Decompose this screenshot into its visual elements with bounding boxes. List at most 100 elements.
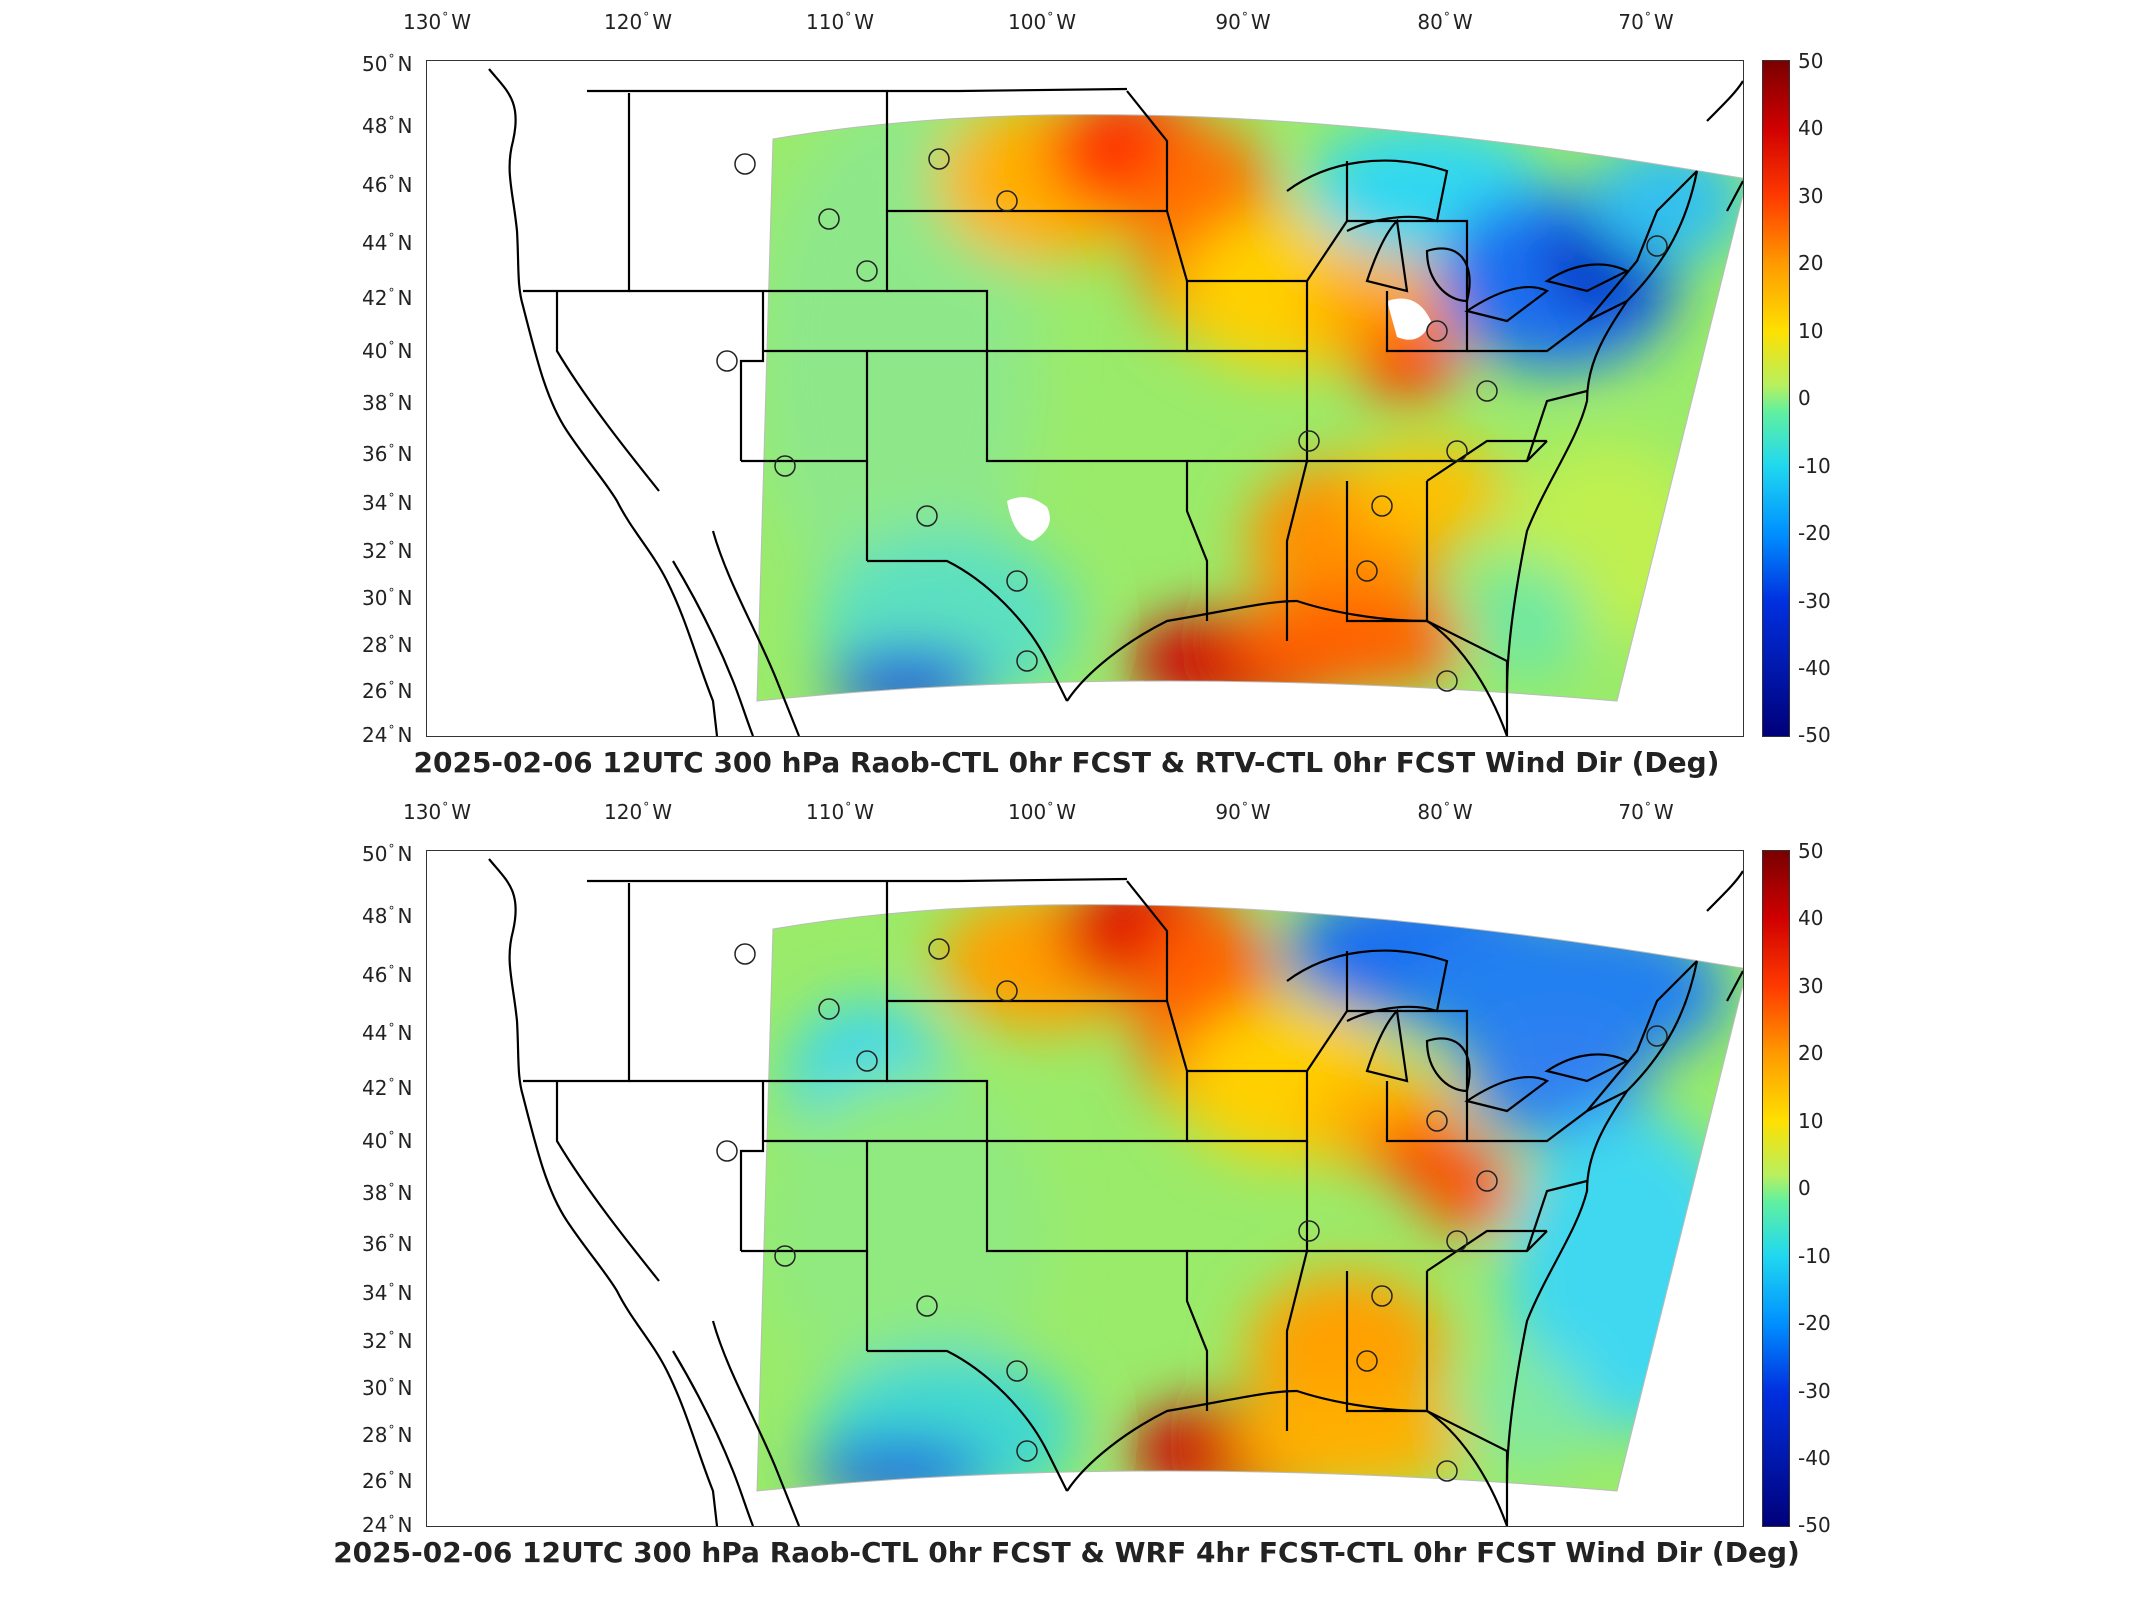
station-marker	[1476, 380, 1498, 402]
colorbar-tick: -20	[1798, 1311, 1831, 1335]
station-marker	[1298, 430, 1320, 452]
station-marker	[1646, 235, 1668, 257]
lat-label: 28° N	[362, 633, 413, 657]
lat-label: 46° N	[362, 173, 413, 197]
colorbar-tick: 20	[1798, 251, 1824, 275]
colorbar-tick: 10	[1798, 319, 1824, 343]
lat-label: 38° N	[362, 1181, 413, 1205]
lon-label: 70° W	[1618, 10, 1674, 34]
station-marker	[1298, 1220, 1320, 1242]
station-marker	[928, 938, 950, 960]
lon-label: 110° W	[806, 800, 874, 824]
colorbar-tick: -40	[1798, 656, 1831, 680]
colorbar-tick: -20	[1798, 521, 1831, 545]
lon-label: 90° W	[1215, 800, 1271, 824]
colorbar-tick: 40	[1798, 116, 1824, 140]
lon-label: 80° W	[1417, 800, 1473, 824]
station-marker	[1436, 670, 1458, 692]
station-marker	[1371, 1285, 1393, 1307]
wind-direction-map	[488, 68, 1743, 736]
colorbar-tick: -50	[1798, 723, 1831, 747]
state-borders	[488, 68, 1743, 736]
station-marker	[1436, 1460, 1458, 1482]
lat-label: 44° N	[362, 1021, 413, 1045]
raob-stations	[716, 148, 1668, 692]
station-marker	[734, 943, 756, 965]
station-marker	[1426, 320, 1448, 342]
lat-label: 40° N	[362, 1129, 413, 1153]
colorbar-tick: -30	[1798, 589, 1831, 613]
lat-label: 38° N	[362, 391, 413, 415]
lon-label: 130° W	[403, 800, 471, 824]
wind-dir-field	[757, 114, 1743, 702]
lat-label: 26° N	[362, 679, 413, 703]
lat-label: 34° N	[362, 1281, 413, 1305]
station-marker	[1371, 495, 1393, 517]
station-marker	[1016, 650, 1038, 672]
colorbar-tick: 50	[1798, 49, 1824, 73]
raob-stations	[716, 938, 1668, 1482]
colorbar-tick: -10	[1798, 1244, 1831, 1268]
wind-direction-map	[488, 858, 1743, 1526]
lat-label: 32° N	[362, 539, 413, 563]
lat-label: 48° N	[362, 904, 413, 928]
colorbar-tick: -30	[1798, 1379, 1831, 1403]
station-marker	[996, 980, 1018, 1002]
lon-label: 120° W	[604, 10, 672, 34]
lat-label: 30° N	[362, 1376, 413, 1400]
lat-label: 48° N	[362, 114, 413, 138]
lat-label: 36° N	[362, 1232, 413, 1256]
station-marker	[1016, 1440, 1038, 1462]
lon-label: 110° W	[806, 10, 874, 34]
wind-dir-field	[757, 904, 1743, 1492]
lon-label: 90° W	[1215, 10, 1271, 34]
station-marker	[1446, 1230, 1468, 1252]
colorbar	[1762, 850, 1790, 1527]
station-marker	[716, 1140, 738, 1162]
map-plot-area	[426, 850, 1744, 1527]
colorbar-tick: 0	[1798, 1176, 1811, 1200]
colorbar-tick: 50	[1798, 839, 1824, 863]
lat-label: 30° N	[362, 586, 413, 610]
station-marker	[856, 1050, 878, 1072]
lat-label: 50° N	[362, 842, 413, 866]
station-marker	[928, 148, 950, 170]
colorbar-tick: 30	[1798, 184, 1824, 208]
station-marker	[1426, 1110, 1448, 1132]
station-marker	[916, 505, 938, 527]
colorbar-tick: -50	[1798, 1513, 1831, 1537]
station-marker	[1646, 1025, 1668, 1047]
station-marker	[774, 455, 796, 477]
station-marker	[916, 1295, 938, 1317]
lon-label: 70° W	[1618, 800, 1674, 824]
lat-label: 36° N	[362, 442, 413, 466]
station-marker	[1356, 560, 1378, 582]
station-marker	[856, 260, 878, 282]
station-marker	[1446, 440, 1468, 462]
lon-label: 130° W	[403, 10, 471, 34]
lat-label: 24° N	[362, 1513, 413, 1537]
colorbar-tick: 30	[1798, 974, 1824, 998]
lat-label: 44° N	[362, 231, 413, 255]
colorbar-tick: -10	[1798, 454, 1831, 478]
colorbar	[1762, 60, 1790, 737]
station-marker	[1476, 1170, 1498, 1192]
lat-label: 46° N	[362, 963, 413, 987]
station-marker	[1006, 1360, 1028, 1382]
station-marker	[774, 1245, 796, 1267]
lat-label: 28° N	[362, 1423, 413, 1447]
lon-label: 80° W	[1417, 10, 1473, 34]
station-marker	[1356, 1350, 1378, 1372]
lat-label: 40° N	[362, 339, 413, 363]
lat-label: 26° N	[362, 1469, 413, 1493]
colorbar-tick: 0	[1798, 386, 1811, 410]
lat-label: 32° N	[362, 1329, 413, 1353]
lat-label: 42° N	[362, 1076, 413, 1100]
station-marker	[734, 153, 756, 175]
station-marker	[818, 208, 840, 230]
lon-label: 100° W	[1008, 800, 1076, 824]
lon-label: 100° W	[1008, 10, 1076, 34]
map-panel-top: 130° W 120° W 110° W 100° W 90° W 80° W 70° W 5…	[362, 10, 1831, 779]
map-plot-area	[426, 60, 1744, 737]
colorbar-tick: 10	[1798, 1109, 1824, 1133]
